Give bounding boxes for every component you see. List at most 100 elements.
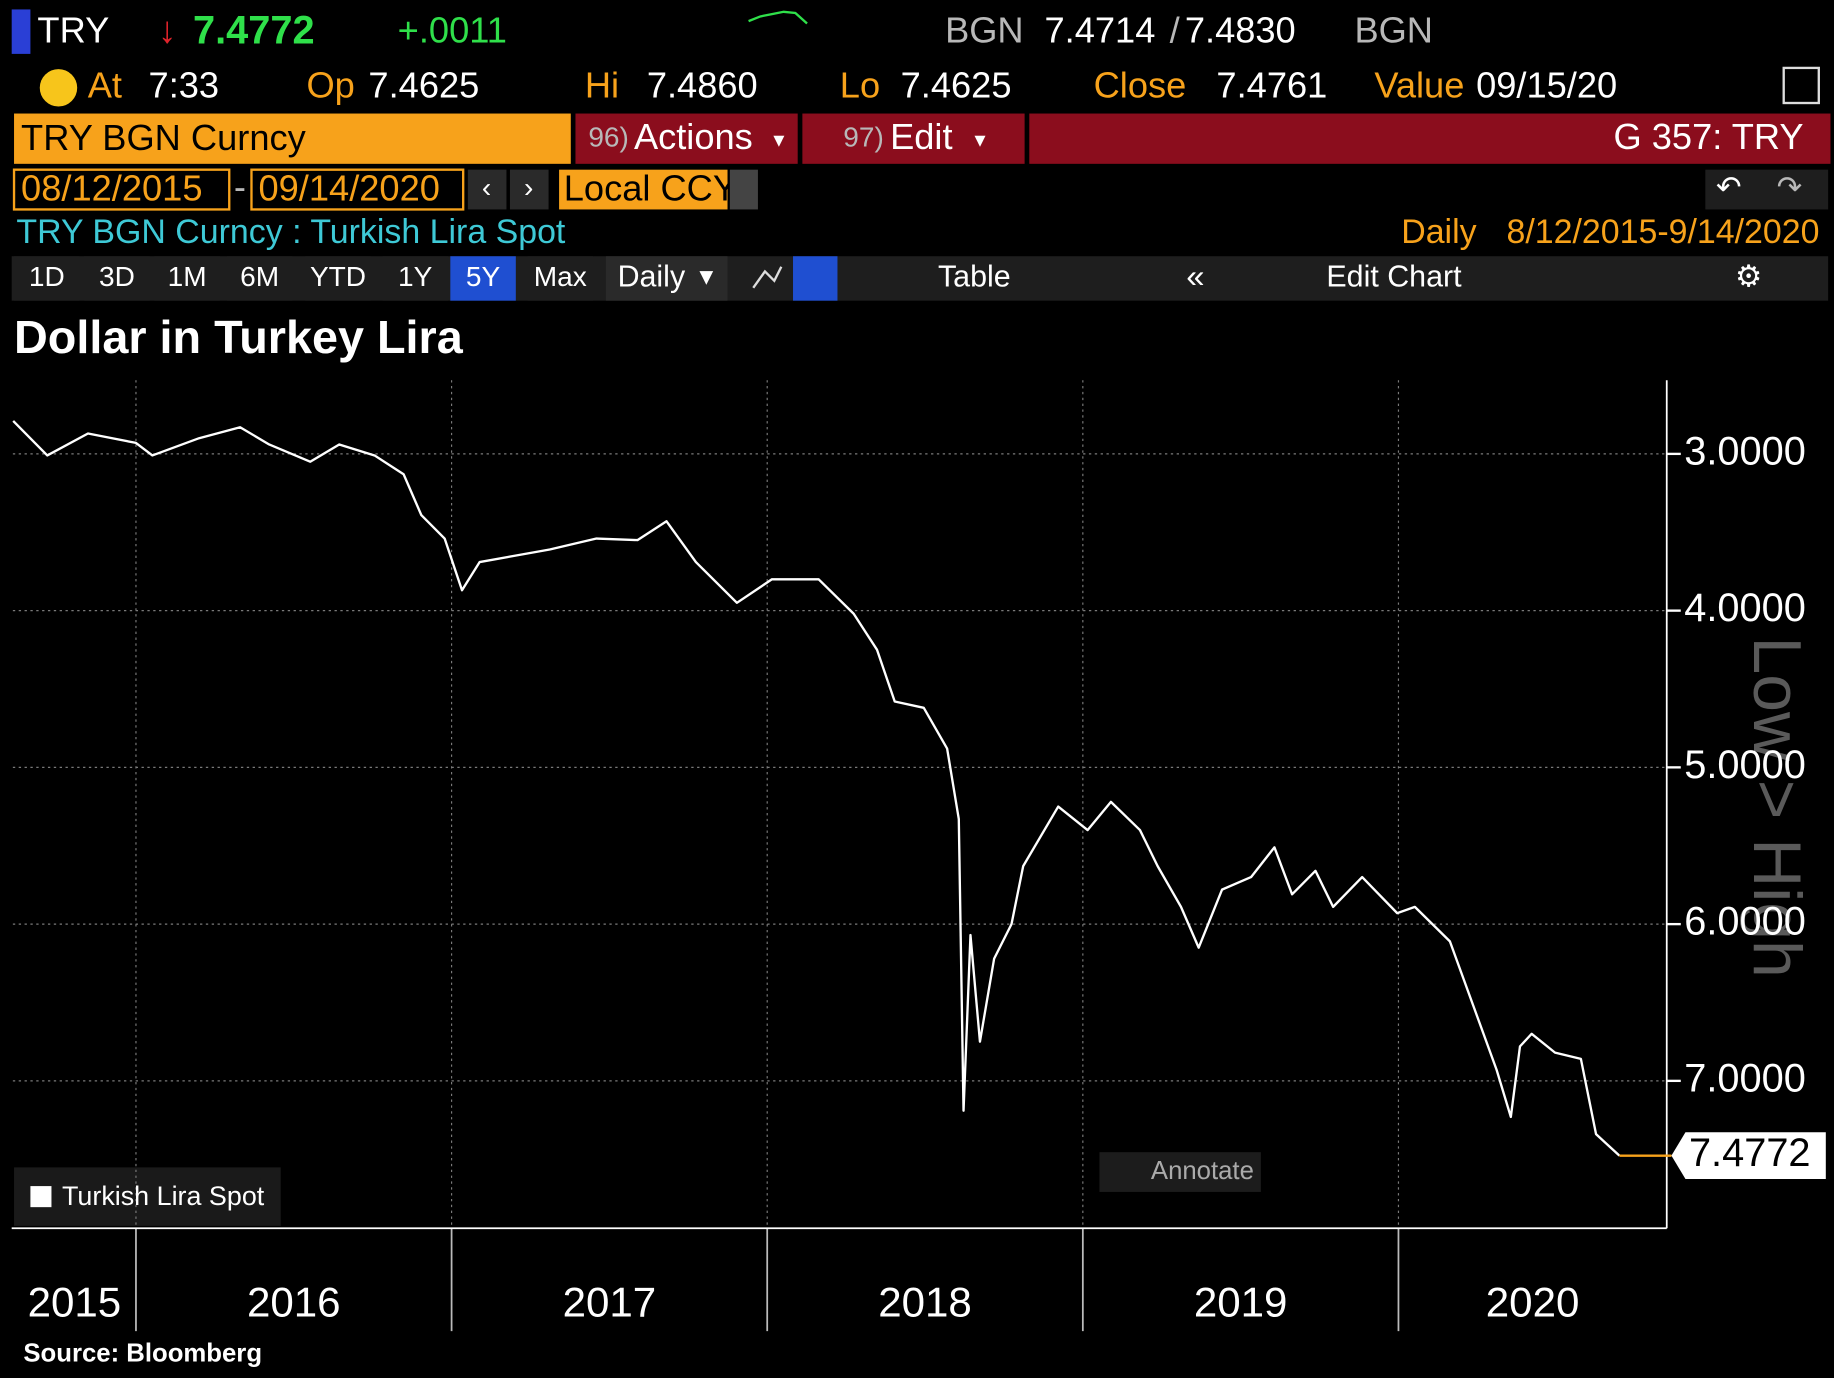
undo-redo[interactable] [1705,169,1829,210]
dropdown-arrow: ▼ [695,264,718,290]
value-label: Value [1374,64,1464,105]
edit-button[interactable] [802,113,1025,164]
security: TRY BGN Curncy [21,117,307,158]
ask-source: BGN [1354,9,1433,50]
description: TRY BGN Curncy : Turkish Lira Spot [16,213,566,251]
y-tick-label: 7.0000 [1684,1056,1806,1100]
open-label: Op [306,64,354,105]
popout-icon[interactable] [1782,66,1820,105]
period-button[interactable] [450,256,516,301]
period-button[interactable] [382,256,448,301]
y-tick-label: 4.0000 [1684,586,1806,630]
ticker: TRY [37,9,109,50]
y-tick-label: 6.0000 [1684,900,1806,944]
period-label: 1M [168,261,207,292]
sparkline [748,10,808,25]
dropdown-arrow: ▼ [971,130,990,151]
line-style-icon [752,266,783,289]
actions: Actions [634,116,753,157]
lo: 7.4625 [901,64,1012,105]
x-tick-label: 2018 [878,1279,972,1326]
down-arrow: ↓ [158,9,177,51]
time-label: At [88,64,122,105]
legend-label: Turkish Lira Spot [62,1181,265,1211]
edit-chart-button[interactable]: Edit Chart [1326,259,1462,293]
security-field[interactable] [14,113,571,164]
x-tick-label: 2019 [1194,1279,1288,1326]
ticker-marker [11,9,31,54]
frequency-button[interactable] [605,256,728,301]
time: 7:33 [149,64,220,105]
period-button[interactable] [84,256,150,301]
legend [14,1167,281,1226]
period-button[interactable] [527,256,594,301]
table-button[interactable]: Table [938,259,1011,293]
period-button[interactable] [305,256,371,301]
close: 7.4761 [1216,64,1327,105]
page-bar [1029,113,1831,164]
period-button[interactable] [14,256,80,301]
page-code: G 357: TRY [1613,116,1803,157]
actions-button[interactable] [575,113,798,164]
last-price-label: 7.4772 [1689,1131,1811,1175]
period-label: 6M [240,261,279,292]
prev-icon: ‹ [482,172,491,203]
bid-ask-separator: / [1170,9,1181,50]
currency-dropdown[interactable] [729,169,758,210]
close-label: Close [1094,64,1187,105]
start-date: 08/12/2015 [21,167,202,208]
redo-icon: ↷ [1777,171,1802,205]
legend-swatch [30,1186,52,1208]
y-tick-label: 3.0000 [1684,429,1806,473]
period-label: 5Y [466,261,501,292]
frequency: Daily [1401,213,1476,251]
period-button[interactable] [154,256,220,301]
last-price-box [1671,1132,1826,1180]
period-label: YTD [310,261,366,292]
settings-icon[interactable]: ⚙ [1735,259,1762,293]
hi: 7.4860 [647,64,758,105]
period-button[interactable] [226,256,293,301]
alert-icon[interactable] [39,69,78,107]
chart-title: Dollar in Turkey Lira [14,311,464,363]
bar-style-button[interactable] [793,256,838,301]
date-separator: - [234,166,246,207]
period-label: 1Y [398,261,433,292]
currency-field[interactable] [559,169,728,210]
value-date: 09/15/20 [1476,64,1617,105]
change: +.0011 [398,9,507,50]
actions-num: 96) [588,122,629,153]
ask: 7.4830 [1185,9,1296,50]
last-price: 7.4772 [193,8,315,52]
source: Source: Bloomberg [23,1339,262,1367]
annotate-button[interactable] [1099,1152,1261,1192]
dropdown-arrow: ▼ [770,130,789,151]
annotate-label: Annotate [1151,1157,1254,1185]
start-date-field[interactable] [12,168,231,211]
x-tick-label: 2017 [563,1279,657,1326]
x-tick-label: 2015 [28,1279,122,1326]
bid-source: BGN [945,9,1024,50]
y-tick-label: 5.0000 [1684,743,1806,787]
edit: Edit [890,116,952,157]
x-tick-label: 2016 [247,1279,341,1326]
bid: 7.4714 [1044,9,1155,50]
end-date: 09/14/2020 [258,167,439,208]
collapse-icon[interactable]: « [1186,257,1204,294]
next-button[interactable] [509,169,549,210]
end-date-field[interactable] [250,168,465,211]
range: 8/12/2015-9/14/2020 [1507,213,1820,251]
edit-num: 97) [843,122,884,153]
period-label: Max [534,261,587,292]
period-frequency: Daily [618,259,686,293]
open: 7.4625 [368,64,479,105]
prev-button[interactable] [467,169,507,210]
y-axis-label: Low > High [1739,637,1814,978]
lo-label: Lo [840,64,880,105]
next-icon: › [524,172,533,203]
currency: Local CCY [564,167,737,208]
period-label: 3D [99,261,135,292]
